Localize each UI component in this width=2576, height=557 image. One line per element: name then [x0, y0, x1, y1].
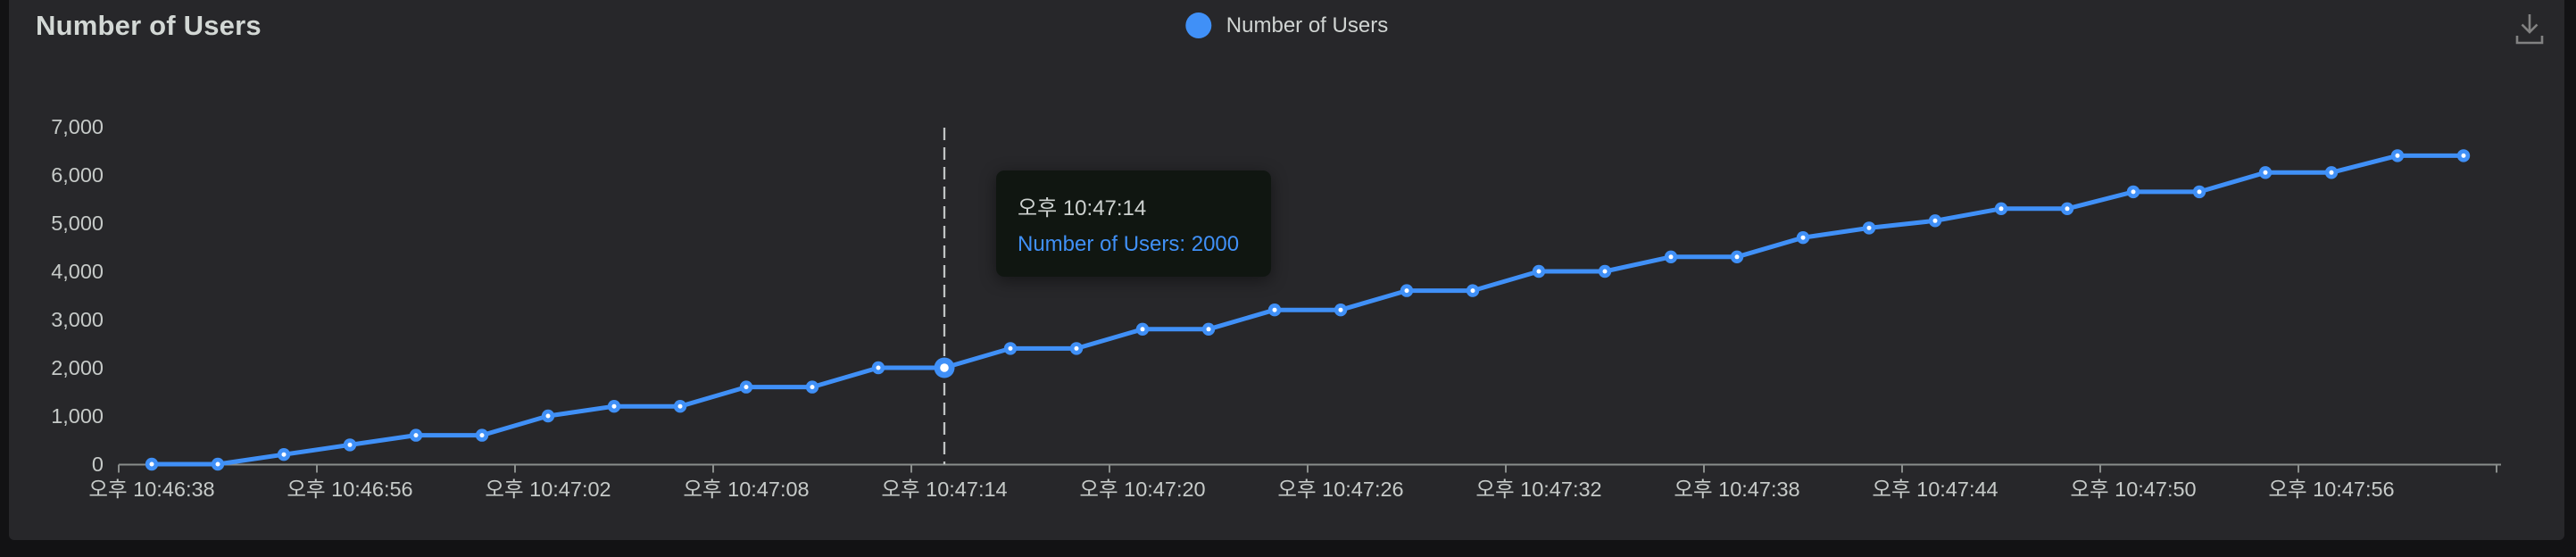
data-point-core	[1272, 307, 1277, 312]
y-tick-label: 5,000	[51, 212, 104, 235]
data-point-core	[1602, 269, 1608, 274]
data-point-core	[1734, 254, 1740, 260]
data-point-core	[413, 433, 419, 438]
y-tick-label: 6,000	[51, 163, 104, 187]
data-point-core	[479, 433, 485, 438]
data-point-core	[1206, 327, 1211, 332]
data-point-core	[744, 385, 749, 390]
y-tick-label: 3,000	[51, 308, 104, 331]
x-tick-label: 오후 10:46:38	[88, 478, 214, 501]
series-line	[149, 153, 2466, 467]
download-icon	[2515, 14, 2544, 45]
legend-item[interactable]: Number of Users	[1184, 12, 1389, 38]
data-point-core	[2197, 189, 2202, 195]
x-tick-label: 오후 10:47:44	[1872, 478, 1998, 501]
data-point-core	[1800, 235, 1806, 240]
x-tick-label: 오후 10:47:56	[2268, 478, 2394, 501]
data-point-core	[2263, 170, 2268, 175]
data-point-core	[2395, 153, 2400, 158]
x-tick-label: 오후 10:47:38	[1674, 478, 1799, 501]
y-tick-label: 1,000	[51, 404, 104, 428]
data-point-core	[677, 403, 683, 409]
data-point-core	[281, 452, 287, 457]
data-point-core	[1536, 269, 1541, 274]
data-point-core	[876, 365, 881, 370]
data-point-core	[2131, 189, 2136, 195]
data-point-core	[1008, 345, 1013, 351]
data-point-core	[545, 413, 551, 419]
y-tick-label: 4,000	[51, 260, 104, 283]
data-point-core	[1932, 218, 1938, 223]
data-point-core	[2065, 206, 2070, 212]
data-point-core	[1140, 327, 1145, 332]
x-tick-label: 오후 10:47:26	[1277, 478, 1403, 501]
data-point-core	[1998, 206, 2004, 212]
legend-dot-icon	[1184, 12, 1211, 38]
data-point-core	[1668, 254, 1674, 260]
y-tick-label: 7,000	[51, 115, 104, 138]
data-point-core	[2329, 170, 2334, 175]
data-point-core	[940, 363, 949, 372]
chart-panel: Number of Users Number of Users 0 1,000 2,…	[9, 0, 2564, 540]
data-point-core	[149, 461, 154, 467]
legend-label: Number of Users	[1226, 12, 1389, 37]
x-tick-label: 오후 10:46:56	[287, 478, 412, 501]
x-tick-label: 오후 10:47:08	[683, 478, 809, 501]
data-point-core	[215, 461, 220, 467]
y-tick-label: 0	[92, 453, 104, 476]
data-point-core	[810, 385, 815, 390]
data-point-core	[1470, 288, 1475, 294]
y-tick-label: 2,000	[51, 356, 104, 379]
x-tick-label: 오후 10:47:50	[2070, 478, 2196, 501]
data-point-core	[347, 442, 353, 447]
data-point-core	[1338, 307, 1343, 312]
x-tick-label: 오후 10:47:02	[485, 478, 611, 501]
line-chart[interactable]: 0 1,000 2,000 3,000 4,000 5,000 6,000 7,000 오후 1…	[9, 0, 2564, 540]
data-point-core	[1074, 345, 1079, 351]
data-point-core	[1404, 288, 1409, 294]
download-button[interactable]	[2514, 12, 2546, 46]
data-point-core	[2461, 153, 2466, 158]
chart-title: Number of Users	[36, 10, 262, 41]
data-point-core	[1866, 225, 1872, 230]
x-tick-label: 오후 10:47:32	[1475, 478, 1601, 501]
data-point-core	[611, 403, 617, 409]
x-tick-label: 오후 10:47:20	[1079, 478, 1205, 501]
x-tick-label: 오후 10:47:14	[881, 478, 1007, 501]
